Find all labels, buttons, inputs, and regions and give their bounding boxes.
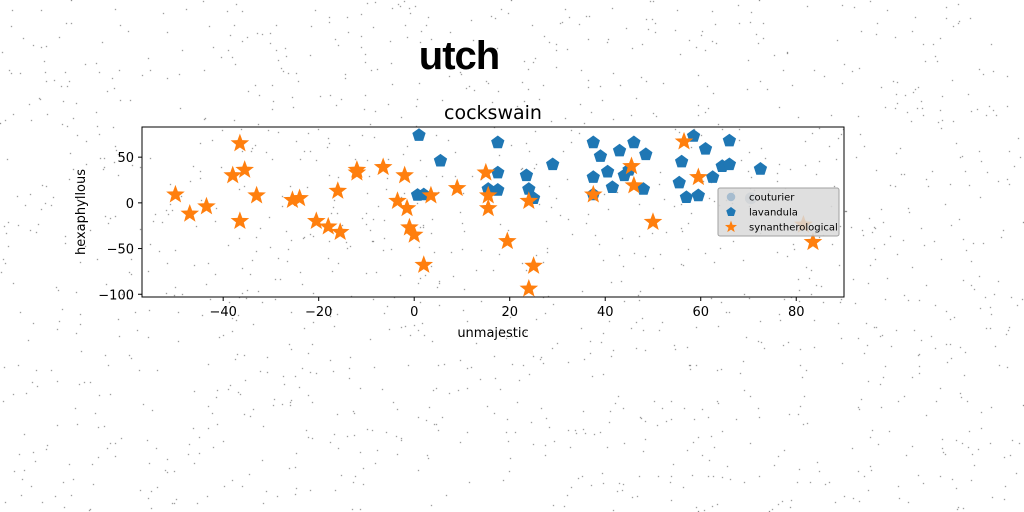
legend-marker — [726, 192, 736, 202]
data-point — [414, 255, 434, 273]
data-point — [197, 196, 216, 215]
data-point — [689, 167, 708, 186]
data-point — [412, 128, 426, 141]
data-point — [583, 184, 603, 203]
data-point — [519, 168, 534, 182]
data-point — [546, 157, 560, 171]
x-tick-label: −20 — [305, 305, 332, 320]
data-point — [476, 162, 496, 181]
data-point — [478, 198, 498, 217]
data-point — [318, 216, 338, 235]
legend-marker — [724, 220, 738, 233]
legend-label: lavandula — [749, 208, 798, 219]
data-point — [498, 231, 517, 250]
data-point — [612, 143, 627, 157]
data-point — [447, 178, 467, 197]
data-point — [600, 164, 615, 178]
data-point — [519, 279, 539, 297]
y-tick-label: 50 — [117, 151, 134, 166]
data-point — [347, 162, 367, 181]
data-point — [491, 165, 505, 179]
data-point — [180, 204, 200, 222]
data-point — [706, 170, 720, 183]
chart-title: cockswain — [444, 102, 542, 124]
data-point — [491, 135, 505, 149]
data-point — [433, 153, 448, 167]
figure-suptitle: utch — [418, 34, 500, 78]
data-point — [722, 157, 737, 171]
data-point — [674, 154, 689, 168]
data-point — [307, 211, 326, 230]
data-point — [672, 175, 686, 189]
x-tick-label: 20 — [501, 305, 518, 320]
data-point — [388, 191, 407, 209]
x-axis-label: unmajestic — [457, 326, 528, 341]
y-tick-label: −100 — [98, 288, 134, 303]
data-point — [636, 182, 651, 195]
data-point — [622, 156, 641, 175]
data-point — [639, 147, 653, 161]
data-point — [166, 184, 185, 203]
x-tick-label: 40 — [597, 305, 614, 320]
data-point — [586, 170, 600, 183]
data-point — [605, 180, 620, 193]
data-point — [803, 232, 823, 251]
data-point — [230, 133, 250, 152]
data-point — [586, 135, 600, 149]
legend-label: synantherological — [749, 223, 838, 234]
data-point — [230, 211, 250, 230]
series-synantherological — [166, 131, 823, 297]
data-point — [524, 256, 543, 274]
data-point — [679, 190, 694, 204]
data-point — [235, 160, 254, 178]
x-tick-label: 80 — [788, 305, 805, 320]
data-point — [519, 191, 539, 209]
legend-marker — [726, 207, 736, 217]
data-point — [691, 188, 705, 202]
x-tick-label: −40 — [209, 305, 236, 320]
data-point — [627, 135, 641, 149]
x-tick-label: 60 — [692, 305, 709, 320]
y-tick-label: 0 — [126, 197, 134, 212]
data-point — [223, 165, 243, 184]
data-point — [373, 157, 393, 176]
data-point — [404, 225, 424, 243]
data-point — [395, 165, 414, 184]
data-point — [624, 175, 644, 194]
data-point — [478, 185, 498, 204]
data-point — [283, 190, 302, 209]
data-point — [247, 185, 266, 204]
data-point — [674, 131, 694, 150]
data-point — [643, 212, 663, 230]
data-point — [290, 188, 309, 207]
data-point — [753, 162, 768, 175]
data-point — [593, 149, 608, 162]
x-tick-label: 0 — [410, 305, 418, 320]
data-point — [522, 182, 536, 195]
data-point — [330, 222, 350, 241]
plot-frame — [141, 126, 845, 298]
data-point — [397, 198, 417, 217]
y-axis-label: hexaphyllous — [74, 169, 89, 255]
data-point — [328, 181, 348, 199]
data-point — [421, 185, 441, 204]
data-point — [722, 133, 737, 147]
data-point — [400, 217, 419, 236]
legend-label: couturier — [749, 193, 795, 204]
y-tick-label: −50 — [107, 243, 134, 258]
legend: couturier lavandula synantherological — [717, 187, 840, 237]
data-point — [698, 141, 713, 155]
plot-area: −40 −20 0 20 40 60 80 −100 −50 0 50 couturier lavand… — [98, 126, 845, 320]
legend-box — [717, 187, 840, 237]
